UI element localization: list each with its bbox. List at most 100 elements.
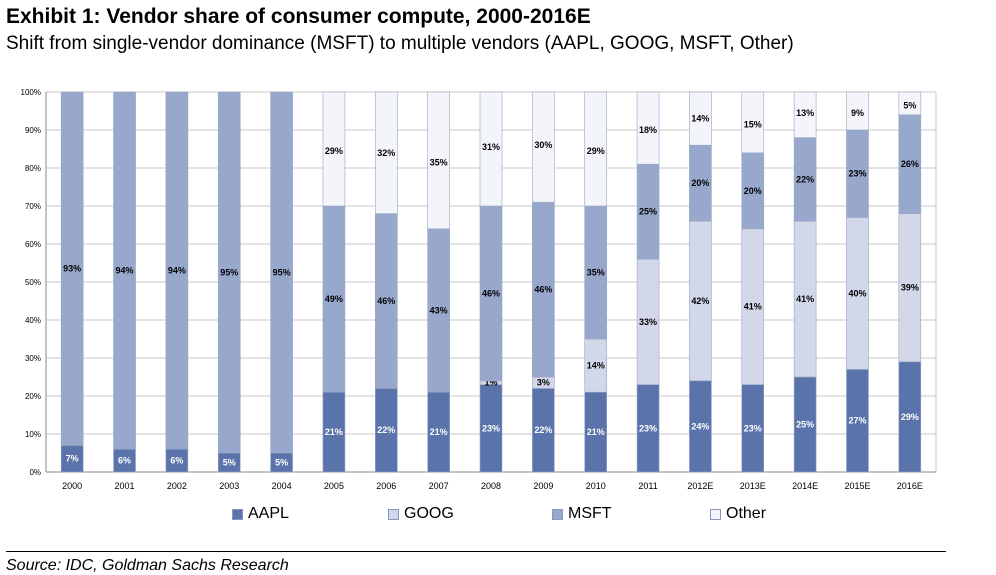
y-tick-label: 30% — [25, 354, 41, 363]
bar-segment-other — [741, 91, 765, 154]
data-label: 13% — [796, 108, 814, 118]
legend-label-other: Other — [726, 505, 767, 522]
data-label: 9% — [851, 108, 864, 118]
data-label: 25% — [639, 207, 657, 217]
data-label: 7% — [66, 454, 79, 464]
x-tick-label: 2010 — [586, 481, 606, 491]
data-label: 6% — [118, 456, 131, 466]
data-label: 6% — [170, 456, 183, 466]
y-tick-label: 10% — [25, 430, 41, 439]
x-tick-label: 2004 — [272, 481, 292, 491]
bar-segment-other — [636, 91, 660, 165]
legend-item-aapl: AAPL — [232, 505, 289, 523]
data-label: 29% — [587, 146, 605, 156]
bar-segment-other — [898, 91, 922, 116]
chart-legend: AAPL GOOG MSFT Other — [0, 505, 996, 527]
data-label: 18% — [639, 125, 657, 135]
data-label: 30% — [534, 140, 552, 150]
legend-swatch-goog — [388, 508, 399, 520]
data-label: 21% — [587, 427, 605, 437]
data-label: 14% — [587, 361, 605, 371]
bar-segment-msft — [165, 91, 189, 450]
data-label: 42% — [691, 296, 709, 306]
data-label: 23% — [482, 423, 500, 433]
data-label: 49% — [325, 294, 343, 304]
chart-subtitle: Shift from single-vendor dominance (MSFT… — [6, 33, 794, 54]
bar-segment-msft — [113, 91, 136, 450]
x-tick-label: 2008 — [481, 481, 501, 491]
bar-segment-msft — [217, 91, 241, 454]
chart-title: Exhibit 1: Vendor share of consumer comp… — [6, 5, 591, 28]
bar-segment-other — [584, 91, 608, 207]
legend-swatch-aapl — [232, 508, 243, 520]
data-label: 20% — [744, 186, 762, 196]
data-label: 3% — [537, 378, 550, 388]
data-label: 23% — [744, 423, 762, 433]
data-label: 94% — [116, 266, 134, 276]
x-tick-label: 2016E — [897, 481, 923, 491]
x-tick-label: 2007 — [429, 481, 449, 491]
x-tick-label: 2015E — [844, 481, 870, 491]
data-label: 5% — [903, 100, 916, 110]
x-tick-label: 2001 — [115, 481, 135, 491]
data-label: 23% — [848, 169, 866, 179]
data-label: 14% — [691, 114, 709, 124]
data-label: 46% — [534, 285, 552, 295]
data-label: 15% — [744, 119, 762, 129]
x-tick-label: 2005 — [324, 481, 344, 491]
data-label: 93% — [63, 264, 81, 274]
data-label: 41% — [796, 294, 814, 304]
data-label: 20% — [691, 178, 709, 188]
data-label: 43% — [430, 306, 448, 316]
data-label: 46% — [482, 288, 500, 298]
x-tick-label: 2000 — [62, 481, 82, 491]
data-label: 33% — [639, 317, 657, 327]
data-label: 24% — [691, 421, 709, 431]
y-tick-label: 50% — [25, 278, 41, 287]
y-tick-label: 70% — [25, 202, 41, 211]
data-label: 25% — [796, 420, 814, 430]
data-label: 5% — [275, 458, 288, 468]
bar-segment-other — [427, 91, 450, 230]
data-label: 21% — [430, 427, 448, 437]
bar-segment-other — [532, 91, 555, 203]
legend-item-msft: MSFT — [552, 505, 612, 523]
x-tick-label: 2009 — [533, 481, 553, 491]
y-tick-label: 40% — [25, 316, 41, 325]
data-label: 22% — [796, 174, 814, 184]
bar-segment-other — [479, 91, 503, 207]
x-tick-label: 2013E — [740, 481, 766, 491]
data-label: 39% — [901, 283, 919, 293]
x-tick-label: 2014E — [792, 481, 818, 491]
y-tick-label: 90% — [25, 126, 41, 135]
source-note: Source: IDC, Goldman Sachs Research — [6, 557, 289, 574]
y-tick-label: 20% — [25, 392, 41, 401]
legend-label-goog: GOOG — [404, 505, 454, 522]
data-label: 23% — [639, 423, 657, 433]
data-label: 29% — [325, 146, 343, 156]
data-label: 95% — [220, 268, 238, 278]
bar-segment-other — [846, 91, 869, 131]
stacked-bar-chart: 0% 10% 20% 30% 40% 50% 60% 70% 80% 90% 100% 7% 93% 20… — [21, 88, 937, 491]
legend-item-goog: GOOG — [388, 505, 454, 523]
data-label: 40% — [848, 288, 866, 298]
data-label: 94% — [168, 266, 186, 276]
data-label: 29% — [901, 412, 919, 422]
data-label: 22% — [534, 425, 552, 435]
x-tick-label: 2002 — [167, 481, 187, 491]
data-label: 1% — [484, 378, 497, 388]
data-label: 26% — [901, 159, 919, 169]
footer-divider — [6, 551, 946, 552]
x-tick-label: 2003 — [219, 481, 239, 491]
legend-swatch-other — [710, 508, 721, 520]
legend-item-other: Other — [710, 505, 766, 523]
legend-swatch-msft — [552, 508, 563, 520]
bar-segment-msft — [60, 91, 84, 446]
y-tick-label: 0% — [29, 468, 41, 477]
data-label: 27% — [848, 416, 866, 426]
bar-segment-other — [793, 91, 817, 138]
data-label: 41% — [744, 302, 762, 312]
x-tick-label: 2011 — [638, 481, 657, 491]
data-label: 35% — [430, 157, 448, 167]
data-label: 95% — [273, 268, 291, 278]
